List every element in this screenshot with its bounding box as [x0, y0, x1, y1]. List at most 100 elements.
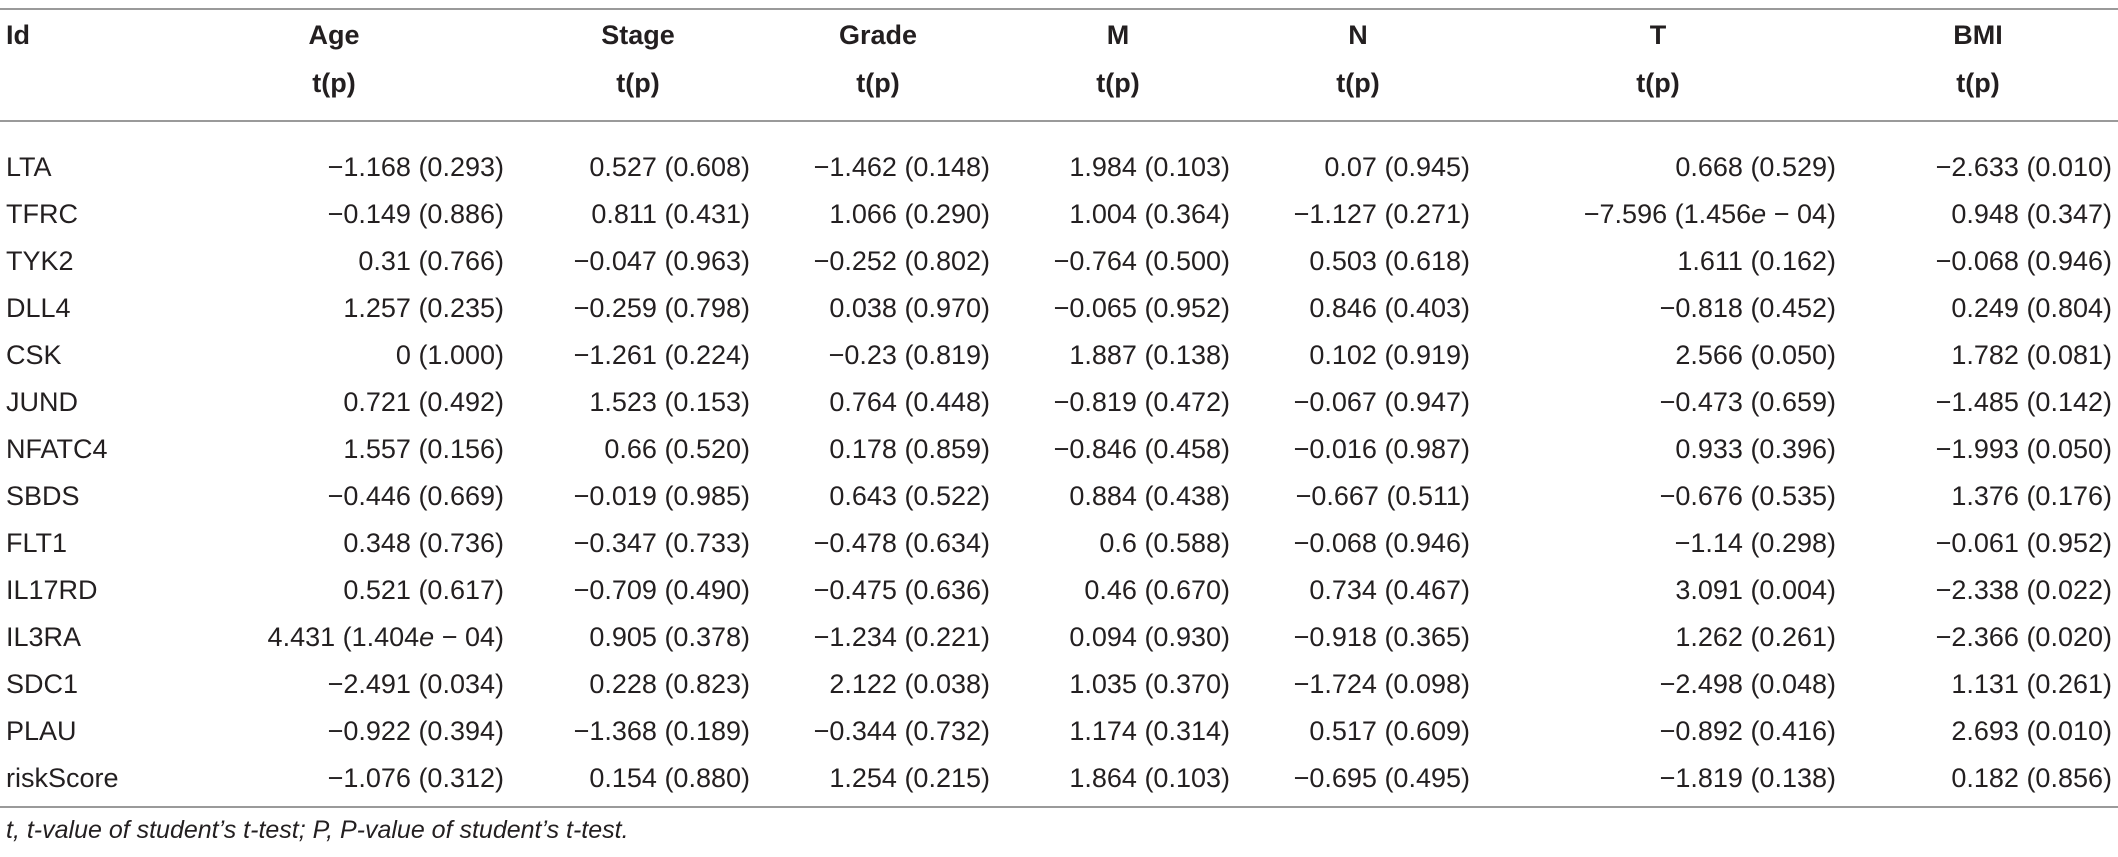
table-cell: −1.234 (0.221) [813, 622, 990, 652]
bottom-rule [0, 806, 2118, 808]
table-cell: 0.154 (0.880) [589, 763, 750, 793]
column-header: Stage [601, 19, 675, 50]
table-cell: 0.811 (0.431) [591, 199, 750, 229]
row-id: TYK2 [6, 246, 74, 276]
table-cell: −0.065 (0.952) [1053, 293, 1230, 323]
table-cell: −0.23 (0.819) [828, 340, 990, 370]
row-id: PLAU [6, 716, 77, 746]
table-cell: −0.709 (0.490) [573, 575, 750, 605]
table-cell: −0.068 (0.946) [1293, 528, 1470, 558]
table-cell: −1.14 (0.298) [1674, 528, 1836, 558]
table-row: PLAU −0.922 (0.394) −1.368 (0.189) −0.344 (… [0, 708, 2118, 755]
row-id: JUND [6, 387, 78, 417]
table-cell: −1.993 (0.050) [1935, 434, 2112, 464]
table-cell: −0.473 (0.659) [1659, 387, 1836, 417]
table-cell: 0.228 (0.823) [589, 669, 750, 699]
column-header: BMI [1953, 19, 2003, 50]
table-cell: 0.721 (0.492) [343, 387, 504, 417]
table-cell: −0.061 (0.952) [1935, 528, 2112, 558]
table-row: JUND 0.721 (0.492) 1.523 (0.153) 0.764 (0.4… [0, 379, 2118, 426]
table-cell: −0.259 (0.798) [573, 293, 750, 323]
table-cell: −0.475 (0.636) [813, 575, 990, 605]
table-cell: 1.254 (0.215) [829, 763, 990, 793]
table-cell: −2.498 (0.048) [1659, 669, 1836, 699]
column-header: Id [6, 19, 30, 50]
table-cell: −0.676 (0.535) [1659, 481, 1836, 511]
table-row: CSK 0 (1.000) −1.261 (0.224) −0.23 (0.819) 1… [0, 332, 2118, 379]
table-cell: 1.174 (0.314) [1069, 716, 1230, 746]
table-cell: 2.566 (0.050) [1675, 340, 1836, 370]
table-cell: −2.338 (0.022) [1935, 575, 2112, 605]
table-cell: 0.905 (0.378) [589, 622, 750, 652]
row-id: DLL4 [6, 293, 71, 323]
column-header: Grade [838, 19, 918, 50]
table-cell: 0.038 (0.970) [829, 293, 990, 323]
table-cell: −1.261 (0.224) [573, 340, 750, 370]
table-cell: −0.922 (0.394) [327, 716, 504, 746]
table-cell: 0.102 (0.919) [1309, 340, 1470, 370]
table-cell: 0.182 (0.856) [1951, 763, 2112, 793]
table-cell: 2.122 (0.038) [829, 669, 990, 699]
table-cell: 0.948 (0.347) [1951, 199, 2112, 229]
table-cell: 2.693 (0.010) [1951, 716, 2112, 746]
row-id: SDC1 [6, 669, 79, 699]
table-cell: 1.887 (0.138) [1069, 340, 1230, 370]
table-cell: 1.257 (0.235) [343, 293, 504, 323]
table-cell: −2.491 (0.034) [327, 669, 504, 699]
table-cell: 4.431 (1.404e − 04) [267, 622, 504, 652]
table-row: IL3RA 4.431 (1.404e − 04) 0.905 (0.378) −1.… [0, 614, 2118, 661]
table-cell: −2.366 (0.020) [1935, 622, 2112, 652]
table-cell: 0.734 (0.467) [1309, 575, 1470, 605]
table-cell: 1.611 (0.162) [1677, 246, 1836, 276]
row-id: FLT1 [6, 528, 68, 558]
table-row: FLT1 0.348 (0.736) −0.347 (0.733) −0.478 (0… [0, 520, 2118, 567]
table-cell: −0.252 (0.802) [813, 246, 990, 276]
table-cell: 0.6 (0.588) [1099, 528, 1230, 558]
row-id: LTA [6, 152, 52, 182]
table-cell: 0.527 (0.608) [589, 152, 750, 182]
table-cell: 1.782 (0.081) [1951, 340, 2112, 370]
table-cell: −0.067 (0.947) [1293, 387, 1470, 417]
table-row: TYK2 0.31 (0.766) −0.047 (0.963) −0.252 (0.… [0, 238, 2118, 285]
table-row: DLL4 1.257 (0.235) −0.259 (0.798) 0.038 (0.… [0, 285, 2118, 332]
table-cell: −0.149 (0.886) [327, 199, 504, 229]
table-cell: 0.503 (0.618) [1309, 246, 1470, 276]
table-cell: −1.462 (0.148) [813, 152, 990, 182]
table-cell: −1.724 (0.098) [1293, 669, 1470, 699]
column-subheader: t(p) [312, 68, 356, 98]
table-row: LTA −1.168 (0.293) 0.527 (0.608) −1.462 (0.… [0, 128, 2118, 191]
table-row: IL17RD 0.521 (0.617) −0.709 (0.490) −0.475 … [0, 567, 2118, 614]
table-cell: −0.068 (0.946) [1935, 246, 2112, 276]
table-cell: 1.262 (0.261) [1675, 622, 1836, 652]
table-cell: 0.933 (0.396) [1675, 434, 1836, 464]
table-cell: −0.347 (0.733) [573, 528, 750, 558]
column-subheader: t(p) [1096, 68, 1140, 98]
table-cell: 0.07 (0.945) [1324, 152, 1470, 182]
top-rule [0, 8, 2118, 10]
table-cell: −0.667 (0.511) [1295, 481, 1470, 511]
table-cell: −0.047 (0.963) [573, 246, 750, 276]
column-header: M [1106, 19, 1130, 50]
table-cell: −0.019 (0.985) [573, 481, 750, 511]
table-cell: 0 (1.000) [395, 340, 504, 370]
table-cell: 0.884 (0.438) [1069, 481, 1230, 511]
table-cell: 0.517 (0.609) [1309, 716, 1470, 746]
table-cell: 0.668 (0.529) [1675, 152, 1836, 182]
table-cell: −0.819 (0.472) [1053, 387, 1230, 417]
table-cell: −0.918 (0.365) [1293, 622, 1470, 652]
table-row: SBDS −0.446 (0.669) −0.019 (0.985) 0.643 (0… [0, 473, 2118, 520]
table-cell: 0.348 (0.736) [343, 528, 504, 558]
table-cell: −0.818 (0.452) [1659, 293, 1836, 323]
table-cell: 1.523 (0.153) [589, 387, 750, 417]
column-subheader: t(p) [616, 68, 660, 98]
table-cell: −1.485 (0.142) [1935, 387, 2112, 417]
table-cell: 1.004 (0.364) [1069, 199, 1230, 229]
table-cell: 0.521 (0.617) [343, 575, 504, 605]
row-id: SBDS [6, 481, 80, 511]
table-cell: 0.46 (0.670) [1084, 575, 1230, 605]
table-cell: −0.846 (0.458) [1053, 434, 1230, 464]
table-cell: −1.076 (0.312) [327, 763, 504, 793]
table-cell: −0.446 (0.669) [327, 481, 504, 511]
column-header: T [1649, 19, 1667, 50]
table-cell: 1.131 (0.261) [1951, 669, 2112, 699]
